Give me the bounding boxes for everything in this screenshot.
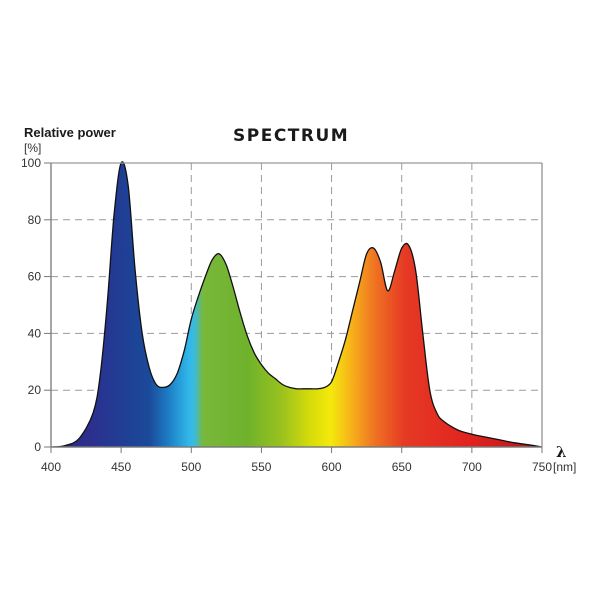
y-axis-unit: [%] <box>24 141 42 155</box>
y-tick-label: 80 <box>28 213 42 227</box>
x-tick-label: 700 <box>462 460 482 474</box>
x-axis-label: λ <box>556 443 567 461</box>
y-axis-label: Relative power <box>24 125 116 140</box>
x-tick-label: 750 <box>532 460 552 474</box>
y-tick-label: 100 <box>21 156 41 170</box>
x-axis-ticks: 400 450 500 550 600 650 700 750 <box>41 447 552 474</box>
x-tick-label: 500 <box>181 460 201 474</box>
y-axis-ticks: 0 20 40 60 80 100 <box>21 156 51 454</box>
y-tick-label: 0 <box>34 440 41 454</box>
y-tick-label: 60 <box>28 270 42 284</box>
y-tick-label: 20 <box>28 383 42 397</box>
y-tick-label: 40 <box>28 326 42 340</box>
x-tick-label: 600 <box>322 460 342 474</box>
x-tick-label: 550 <box>251 460 271 474</box>
x-tick-label: 400 <box>41 460 61 474</box>
x-tick-label: 650 <box>392 460 412 474</box>
x-axis-unit: [nm] <box>553 460 576 474</box>
x-tick-label: 450 <box>111 460 131 474</box>
chart-title: SPECTRUM <box>233 126 350 146</box>
axes <box>50 162 543 448</box>
spectrum-area <box>50 161 543 448</box>
